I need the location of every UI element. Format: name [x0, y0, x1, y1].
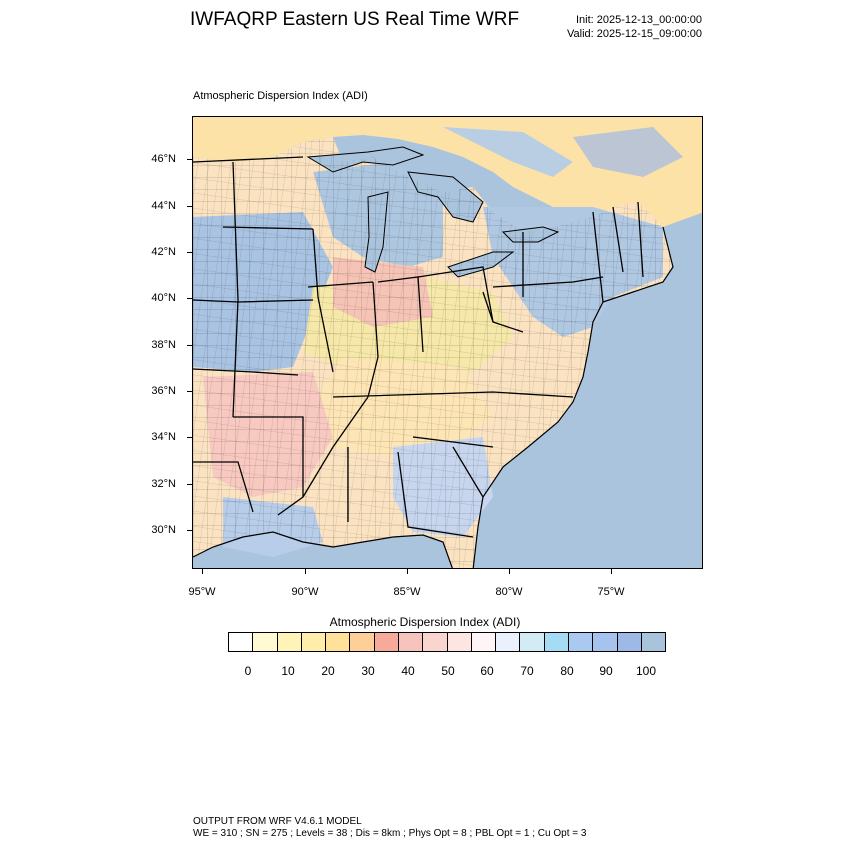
colorbar-label: 30 [361, 664, 375, 678]
colorbar-label: 40 [401, 664, 415, 678]
lon-label-85: 85°W [393, 586, 421, 598]
colorbar-swatch [350, 633, 375, 651]
lat-tick [187, 252, 192, 253]
colorbar-swatch [496, 633, 521, 651]
lat-label-30: 30°N [151, 524, 176, 536]
lat-label-42: 42°N [151, 246, 176, 258]
model-config: WE = 310 ; SN = 275 ; Levels = 38 ; Dis … [193, 828, 587, 839]
colorbar-label: 90 [599, 664, 613, 678]
lat-tick [187, 484, 192, 485]
lon-tick [407, 569, 408, 574]
lat-label-32: 32°N [151, 478, 176, 490]
init-time: Init: 2025-12-13_00:00:00 [576, 14, 702, 26]
model-info-footer: OUTPUT FROM WRF V4.6.1 MODEL WE = 310 ; … [193, 816, 586, 840]
colorbar-swatch [471, 633, 497, 651]
colorbar-swatch [229, 633, 254, 651]
colorbar-swatch [520, 633, 545, 651]
colorbar-title: Atmospheric Dispersion Index (ADI) [329, 615, 521, 629]
colorbar-swatch [641, 633, 666, 651]
main-title: IWFAQRP Eastern US Real Time WRF [190, 9, 520, 30]
colorbar [228, 632, 666, 652]
colorbar-label: 100 [635, 664, 657, 678]
run-info: Init: 2025-12-13_00:00:00 Valid: 2025-12… [567, 13, 702, 41]
lat-tick [187, 391, 192, 392]
map-canvas [193, 117, 702, 568]
lon-tick [202, 569, 203, 574]
map-subtitle: Atmospheric Dispersion Index (ADI) [193, 90, 368, 102]
colorbar-swatch [374, 633, 399, 651]
adi-map [192, 116, 703, 569]
lon-label-95: 95°W [188, 586, 216, 598]
model-version: OUTPUT FROM WRF V4.6.1 MODEL [193, 816, 362, 827]
state-boundaries [193, 156, 644, 538]
lat-tick [187, 437, 192, 438]
colorbar-swatch [253, 633, 278, 651]
colorbar-label: 60 [480, 664, 494, 678]
colorbar-swatch [568, 633, 594, 651]
lon-label-75: 75°W [597, 586, 625, 598]
colorbar-label: 0 [244, 664, 252, 678]
colorbar-label: 10 [281, 664, 295, 678]
colorbar-label: 70 [520, 664, 534, 678]
lon-tick [611, 569, 612, 574]
lat-label-34: 34°N [151, 431, 176, 443]
lat-tick [187, 298, 192, 299]
colorbar-label: 80 [560, 664, 574, 678]
lon-tick [509, 569, 510, 574]
colorbar-swatch [326, 633, 351, 651]
colorbar-swatch [544, 633, 569, 651]
colorbar-swatch [423, 633, 448, 651]
colorbar-swatch [447, 633, 472, 651]
colorbar-swatch [277, 633, 302, 651]
colorbar-swatch [593, 633, 618, 651]
lon-label-90: 90°W [291, 586, 319, 598]
lat-label-38: 38°N [151, 339, 176, 351]
colorbar-swatch [398, 633, 424, 651]
lat-label-46: 46°N [151, 153, 176, 165]
lat-label-44: 44°N [151, 200, 176, 212]
colorbar-label: 20 [321, 664, 335, 678]
colorbar-swatch [617, 633, 642, 651]
lat-label-40: 40°N [151, 292, 176, 304]
colorbar-swatch [301, 633, 327, 651]
lon-label-80: 80°W [495, 586, 523, 598]
lon-tick [305, 569, 306, 574]
lat-tick [187, 345, 192, 346]
lat-tick [187, 206, 192, 207]
lat-tick [187, 530, 192, 531]
colorbar-label: 50 [441, 664, 455, 678]
lat-label-36: 36°N [151, 385, 176, 397]
lat-tick [187, 159, 192, 160]
valid-time: Valid: 2025-12-15_09:00:00 [567, 28, 702, 40]
